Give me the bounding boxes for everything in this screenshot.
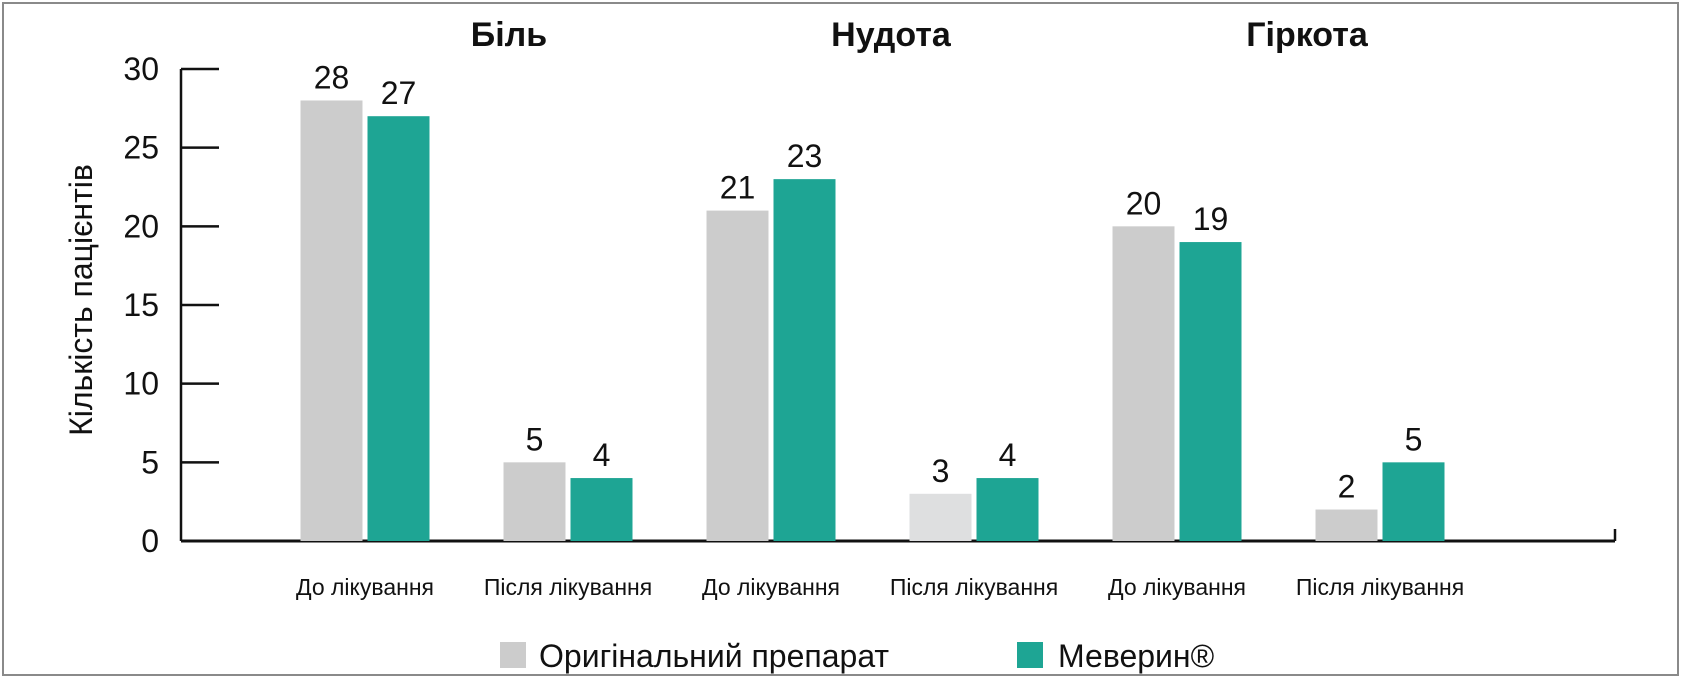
y-tick-label: 0 [141,523,159,559]
legend-label: Оригінальний препарат [539,638,889,674]
bar-value-label: 2 [1338,469,1356,505]
bar-value-label: 5 [1405,421,1423,457]
bar-value-label: 28 [314,59,350,95]
legend: Оригінальний препарат Меверин® [500,638,1215,674]
y-tick-label: 10 [123,366,159,402]
category-label: До лікування [296,574,434,600]
bar [976,478,1039,541]
category-label: Після лікування [484,574,652,600]
bar-value-label: 4 [999,437,1017,473]
bar-value-label: 19 [1193,201,1229,237]
bar [773,179,836,541]
legend-swatch [1017,642,1043,668]
bar-value-label: 23 [787,138,823,174]
bar [1382,462,1445,541]
bar-value-label: 21 [720,170,756,206]
category-label: До лікування [702,574,840,600]
bar-value-label: 27 [381,75,417,111]
bar-value-label: 20 [1126,185,1162,221]
bar [367,116,430,541]
bar-value-label: 3 [932,453,950,489]
bar [300,100,363,541]
bars [300,100,1445,542]
bar [909,493,972,541]
category-label: До лікування [1108,574,1246,600]
bar [503,462,566,541]
group-title: Біль [471,16,547,54]
bar [1315,509,1378,541]
y-tick-label: 25 [123,130,159,166]
category-label: Після лікування [1296,574,1464,600]
bar [570,478,633,541]
y-axis-title: Кількість пацієнтів [63,164,99,436]
bar-value-label: 4 [593,437,611,473]
bar [1179,242,1242,542]
y-tick-label: 30 [123,51,159,87]
bar [1112,226,1175,542]
y-tick-label: 15 [123,287,159,323]
legend-swatch [500,642,526,668]
bar-value-label: 5 [526,421,544,457]
y-tick-label: 20 [123,208,159,244]
group-title: Нудота [831,16,952,54]
bar [706,210,769,541]
legend-label: Меверин® [1058,638,1215,674]
y-tick-label: 5 [141,444,159,480]
group-title: Гіркота [1246,16,1369,54]
category-label: Після лікування [890,574,1058,600]
